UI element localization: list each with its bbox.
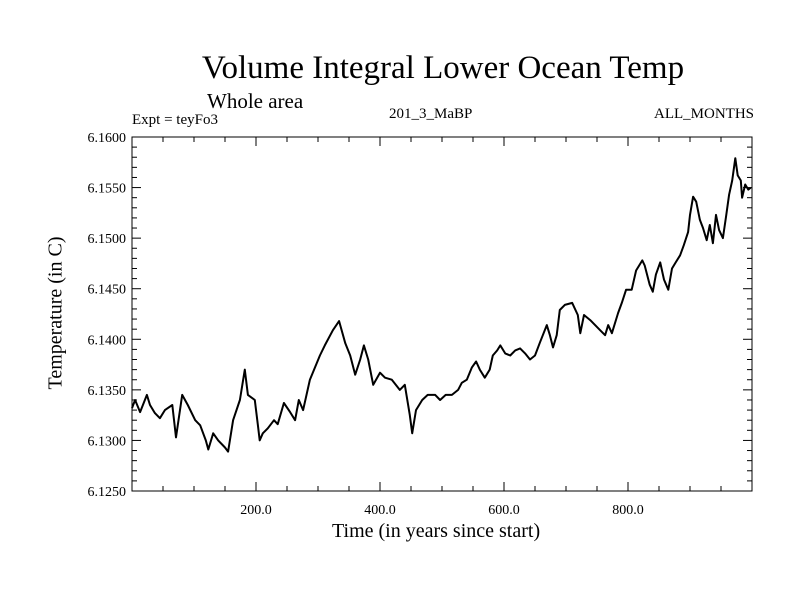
y-tick-label: 6.1300	[88, 434, 127, 449]
series-lines	[131, 157, 752, 453]
series-line	[131, 157, 752, 453]
y-tick-label: 6.1600	[88, 131, 127, 146]
axis-tick-labels: 200.0 400.0 600.0 800.0 6.1250 6.1300 6.1350 6.…	[88, 131, 644, 518]
y-tick-label: 6.1350	[88, 384, 127, 399]
y-tick-label: 6.1250	[88, 485, 127, 500]
axis-ticks	[132, 137, 752, 491]
chart-title: Volume Integral Lower Ocean Temp	[201, 50, 685, 86]
x-tick-label: 400.0	[364, 503, 396, 518]
experiment-label: Expt = teyFo3	[132, 112, 218, 128]
y-tick-label: 6.1550	[88, 182, 127, 197]
x-tick-label: 800.0	[612, 503, 644, 518]
period-label: 201_3_MaBP	[389, 106, 473, 122]
y-tick-label: 6.1450	[88, 283, 127, 298]
months-label: ALL_MONTHS	[654, 106, 754, 122]
chart-subtitle: Whole area	[207, 89, 304, 113]
x-tick-label: 600.0	[488, 503, 520, 518]
y-tick-label: 6.1500	[88, 232, 127, 247]
y-tick-label: 6.1400	[88, 333, 127, 348]
x-tick-label: 200.0	[240, 503, 272, 518]
x-axis-label: Time (in years since start)	[332, 520, 541, 542]
plot-frame	[131, 136, 753, 492]
